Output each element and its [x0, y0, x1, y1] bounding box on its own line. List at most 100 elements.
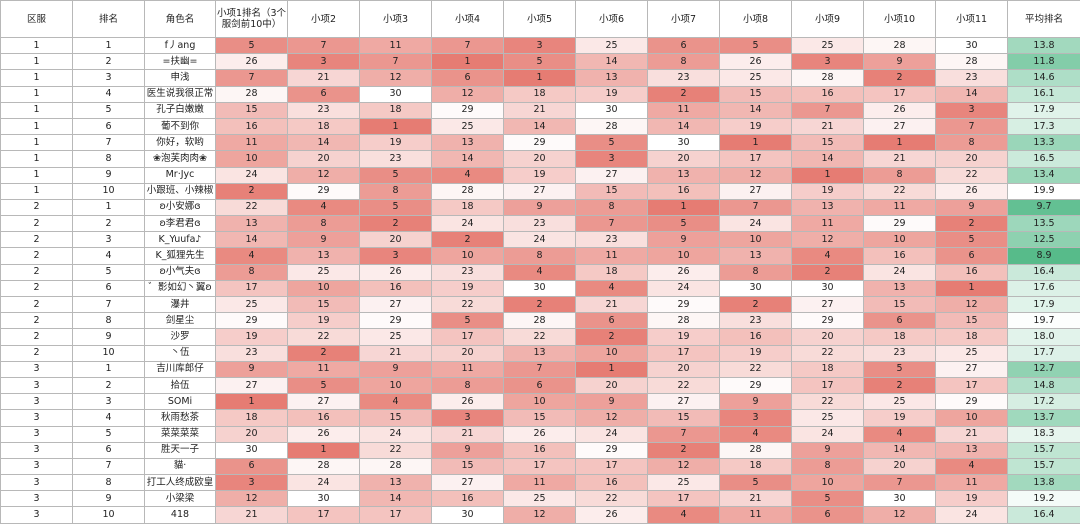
item-rank-cell: 14 [935, 85, 1008, 103]
item-rank-cell: 8 [431, 376, 504, 395]
item-rank-cell: 21 [575, 295, 648, 314]
item-rank-cell: 28 [287, 457, 360, 476]
item-rank-cell: 17 [719, 150, 792, 168]
item-rank-cell: 28 [215, 85, 288, 103]
header-item-8: 小项8 [719, 0, 792, 38]
header-row: 区服 排名 角色名 小项1排名（3个服剑前10中） 小项2 小项3 小项4 小项5 小项6 小项7… [0, 0, 1080, 38]
name-cell: Mr·Jyc [144, 166, 216, 184]
item-rank-cell: 24 [575, 425, 648, 443]
item-rank-cell: 4 [503, 263, 576, 281]
item-rank-cell: 24 [863, 263, 936, 281]
avg-rank-cell: 13.8 [1007, 36, 1080, 55]
item-rank-cell: 17 [935, 376, 1008, 395]
item-rank-cell: 26 [575, 506, 648, 524]
avg-rank-cell: 17.3 [1007, 117, 1080, 136]
table-row: 2 1 ʚ小安娜ɞ 22 4 5 18 9 8 1 7 13 11 9 9.7 [0, 198, 1080, 217]
table-row: 1 4 医生说我很正常 28 6 30 12 18 19 2 15 16 17 14 16.1 [0, 85, 1080, 103]
item-rank-cell: 9 [719, 393, 792, 411]
item-rank-cell: 21 [791, 117, 864, 136]
item-rank-cell: 24 [503, 231, 576, 249]
rank-cell: 3 [72, 393, 145, 411]
server-cell: 1 [0, 53, 73, 71]
table-row: 1 6 葡不到你 16 18 1 25 14 28 14 19 21 27 7 17.3 [0, 117, 1080, 136]
table-row: 3 7 貓· 6 28 28 15 17 17 12 18 8 20 4 15.7 [0, 457, 1080, 476]
item-rank-cell: 13 [215, 215, 288, 233]
item-rank-cell: 18 [863, 328, 936, 346]
item-rank-cell: 18 [791, 360, 864, 378]
rank-cell: 4 [72, 409, 145, 427]
item-rank-cell: 12 [287, 166, 360, 184]
item-rank-cell: 18 [503, 85, 576, 103]
rank-cell: 7 [72, 457, 145, 476]
item-rank-cell: 15 [719, 85, 792, 103]
item-rank-cell: 13 [431, 134, 504, 152]
header-item-6: 小项6 [575, 0, 648, 38]
item-rank-cell: 7 [575, 215, 648, 233]
item-rank-cell: 21 [719, 490, 792, 508]
item-rank-cell: 20 [791, 328, 864, 346]
rank-cell: 6 [72, 279, 145, 298]
header-item-10: 小项10 [863, 0, 936, 38]
item-rank-cell: 8 [791, 457, 864, 476]
header-item-3: 小项3 [359, 0, 432, 38]
item-rank-cell: 25 [215, 295, 288, 314]
item-rank-cell: 24 [215, 166, 288, 184]
item-rank-cell: 20 [647, 150, 720, 168]
item-rank-cell: 28 [359, 457, 432, 476]
item-rank-cell: 24 [935, 506, 1008, 524]
item-rank-cell: 13 [359, 474, 432, 492]
item-rank-cell: 16 [719, 328, 792, 346]
item-rank-cell: 5 [863, 360, 936, 378]
item-rank-cell: 2 [791, 263, 864, 281]
name-cell: ゛影如幻丶翼ʚ [144, 279, 216, 298]
item-rank-cell: 6 [287, 85, 360, 103]
rank-cell: 1 [72, 36, 145, 55]
item-rank-cell: 16 [575, 474, 648, 492]
avg-rank-cell: 16.1 [1007, 85, 1080, 103]
server-cell: 1 [0, 166, 73, 184]
item-rank-cell: 11 [359, 36, 432, 55]
item-rank-cell: 8 [719, 263, 792, 281]
item-rank-cell: 11 [791, 215, 864, 233]
item-rank-cell: 4 [431, 166, 504, 184]
rank-cell: 7 [72, 134, 145, 152]
avg-rank-cell: 12.5 [1007, 231, 1080, 249]
rank-cell: 8 [72, 312, 145, 330]
avg-rank-cell: 17.9 [1007, 101, 1080, 119]
table-row: 1 7 你好，软哟 11 14 19 13 29 5 30 1 15 1 8 13.3 [0, 134, 1080, 152]
item-rank-cell: 16 [647, 182, 720, 200]
item-rank-cell: 28 [503, 312, 576, 330]
item-rank-cell: 21 [287, 69, 360, 87]
item-rank-cell: 15 [647, 409, 720, 427]
avg-rank-cell: 17.9 [1007, 295, 1080, 314]
name-cell: 你好，软哟 [144, 134, 216, 152]
item-rank-cell: 26 [287, 425, 360, 443]
item-rank-cell: 9 [935, 198, 1008, 217]
item-rank-cell: 27 [719, 182, 792, 200]
item-rank-cell: 20 [863, 457, 936, 476]
item-rank-cell: 14 [503, 117, 576, 136]
item-rank-cell: 18 [935, 328, 1008, 346]
item-rank-cell: 20 [359, 231, 432, 249]
item-rank-cell: 29 [647, 295, 720, 314]
item-rank-cell: 19 [431, 279, 504, 298]
rank-cell: 5 [72, 263, 145, 281]
item-rank-cell: 2 [647, 85, 720, 103]
item-rank-cell: 23 [575, 231, 648, 249]
item-rank-cell: 13 [647, 166, 720, 184]
item-rank-cell: 11 [647, 101, 720, 119]
item-rank-cell: 30 [719, 279, 792, 298]
item-rank-cell: 17 [647, 490, 720, 508]
name-cell: K_Yuufa♪ [144, 231, 216, 249]
item-rank-cell: 1 [935, 279, 1008, 298]
item-rank-cell: 27 [647, 393, 720, 411]
table-row: 3 2 拾伍 27 5 10 8 6 20 22 29 17 2 17 14.8 [0, 376, 1080, 395]
item-rank-cell: 10 [287, 279, 360, 298]
item-rank-cell: 25 [575, 36, 648, 55]
item-rank-cell: 17 [359, 506, 432, 524]
item-rank-cell: 14 [359, 490, 432, 508]
item-rank-cell: 20 [647, 360, 720, 378]
item-rank-cell: 13 [503, 344, 576, 362]
item-rank-cell: 2 [575, 328, 648, 346]
item-rank-cell: 25 [863, 393, 936, 411]
